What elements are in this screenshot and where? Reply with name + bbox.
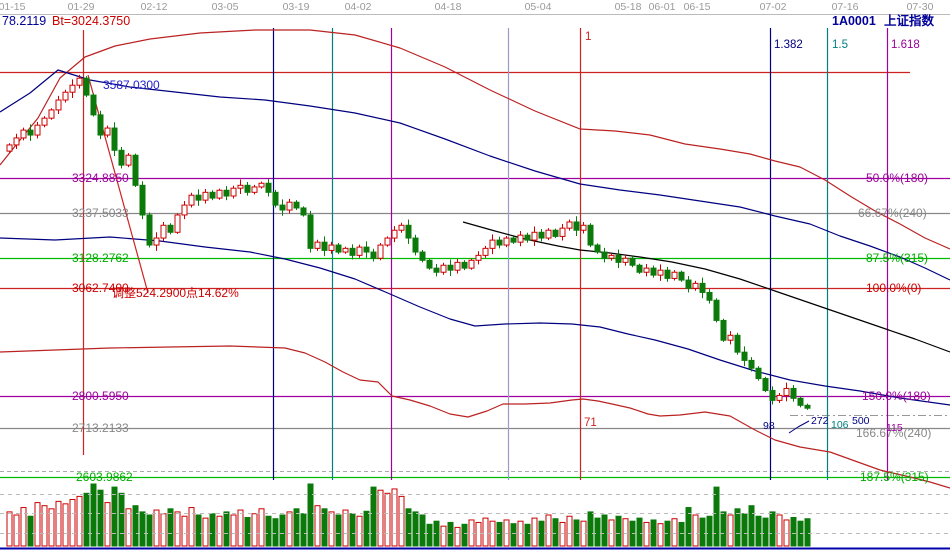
price-label-3237: 3237.5033 [72,206,129,220]
fib-time-1382: 1.382 [774,39,803,51]
date-tick: 07-02 [760,1,787,13]
date-tick: 06-15 [684,1,711,13]
indicator-value: 78.2119 [2,14,46,28]
fib-time-71: 71 [584,417,597,429]
price-labels: 3587.0300 3324.8850 3237.5033 3128.2762 … [72,78,160,484]
fib-label-187pct: 187.5%(315) [860,470,929,484]
date-tick: 03-19 [283,1,310,13]
fib-label-50pct: 50.0%(180) [866,171,928,185]
date-tick: 07-30 [907,1,934,13]
date-tick: 04-18 [435,1,462,13]
date-tick: 04-02 [345,1,372,13]
price-label-2603: 2603.9862 [76,470,133,484]
fib-time-labels: 1 71 1.382 1.5 1.618 [584,31,920,429]
date-axis: 01-15 01-29 02-12 03-05 03-19 04-02 04-1… [0,1,934,13]
fib-label-166pct: 166.67%(240) [856,426,931,440]
symbol-name[interactable]: 上证指数 [884,13,935,28]
date-tick: 02-12 [141,1,168,13]
indicator-bt-value: Bt=3024.3750 [52,14,130,28]
fib-time-1618: 1.618 [891,39,920,51]
fib-percent-labels: 50.0%(180) 66.67%(240) 87.5%(315) 100.0%… [856,171,931,484]
count-label-115: 115 [886,422,903,434]
fib-label-150pct: 150.0%(180) [862,389,931,403]
fib-time-15: 1.5 [832,39,848,51]
fib-label-66pct: 66.67%(240) [858,206,927,220]
fib-time-1: 1 [585,31,591,43]
count-label-500: 500 [852,415,870,427]
count-label-98: 98 [763,420,775,432]
fib-label-87pct: 87.5%(315) [866,251,928,265]
date-tick: 05-04 [525,1,552,13]
fib-label-100pct: 100.0%(0) [866,281,921,295]
header: 78.2119 Bt=3024.3750 1A0001 上证指数 [2,13,935,28]
price-label-3587: 3587.0300 [103,78,160,92]
price-label-2800: 2800.5950 [72,389,129,403]
price-label-3324: 3324.8850 [72,171,129,185]
count-label-272: 272 [811,415,829,427]
price-label-3128: 3128.2762 [72,251,129,265]
date-tick: 01-15 [0,1,26,13]
date-tick: 03-05 [212,1,239,13]
price-label-3062: 3062.7400 [72,281,129,295]
symbol-code[interactable]: 1A0001 [832,14,876,28]
retrace-annotation: 调整524.2900点14.62% [112,285,239,300]
date-tick: 07-16 [832,1,859,13]
count-label-106: 106 [831,419,849,431]
chart-canvas[interactable] [0,14,950,550]
annotations: 调整524.2900点14.62% 98 272 106 500 115 [112,285,903,434]
price-label-2713: 2713.2133 [72,421,129,435]
date-tick: 05-18 [615,1,642,13]
date-tick: 06-01 [649,1,676,13]
date-tick: 01-29 [68,1,95,13]
